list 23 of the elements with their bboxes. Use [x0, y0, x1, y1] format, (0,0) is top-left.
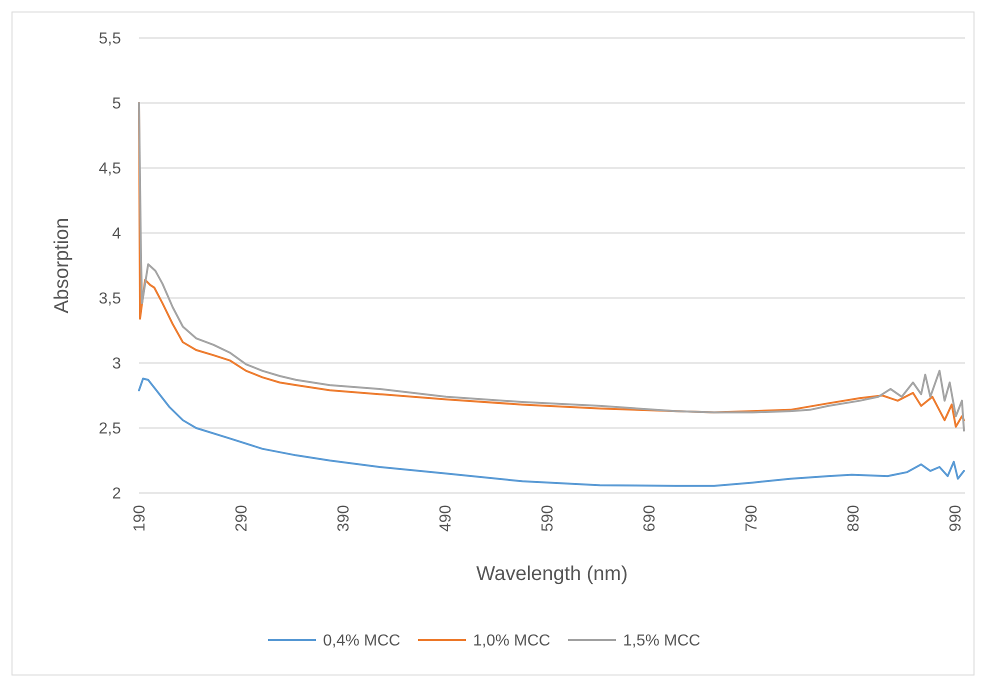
- x-tick-label: 390: [336, 504, 353, 532]
- y-axis-title: Absorption: [51, 218, 73, 314]
- y-tick-label: 4,5: [98, 160, 122, 178]
- line-series: [138, 378, 965, 487]
- legend-label: 0,4% MCC: [323, 632, 400, 650]
- y-tick-label: 3: [112, 356, 122, 373]
- x-tick-label: 790: [743, 504, 760, 532]
- legend-label: 1,0% MCC: [473, 632, 550, 650]
- y-tick-label: 4: [112, 226, 122, 243]
- x-tick-label: 590: [540, 504, 556, 532]
- x-tick-label: 690: [641, 504, 658, 532]
- y-tick-label: 2,5: [98, 420, 122, 438]
- legend-label: 1,5% MCC: [623, 632, 700, 650]
- y-tick-label: 5,5: [98, 30, 122, 48]
- y-tick-label: 2: [112, 486, 122, 503]
- y-tick-label: 5: [112, 96, 122, 113]
- x-axis-title: Wavelength (nm): [476, 563, 628, 585]
- x-tick-label: 990: [947, 504, 964, 532]
- y-tick-label: 3,5: [98, 290, 122, 308]
- x-tick-label: 290: [234, 504, 251, 532]
- x-tick-label: 890: [845, 504, 862, 532]
- x-tick-label: 490: [438, 504, 455, 532]
- x-tick-label: 190: [132, 504, 149, 532]
